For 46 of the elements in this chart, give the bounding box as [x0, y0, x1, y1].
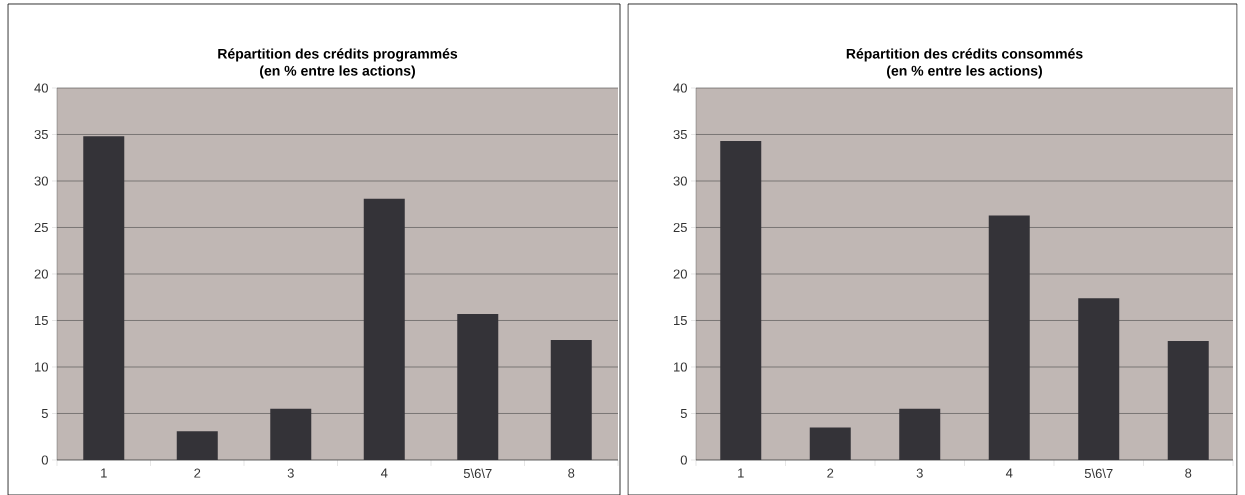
bar [809, 427, 851, 460]
y-tick-label: 20 [673, 269, 687, 279]
bar [457, 313, 499, 460]
y-tick-label: 0 [680, 455, 687, 465]
chart-title: Répartition des crédits programmés [218, 48, 458, 62]
chart-subtitle: (en % entre les actions) [887, 65, 1042, 79]
y-tick-label: 20 [34, 269, 48, 279]
chart-title: Répartition des crédits consommés [846, 48, 1083, 62]
x-tick-label: 3 [287, 468, 294, 478]
x-tick-label: 3 [916, 468, 923, 478]
x-tick-label: 8 [568, 468, 575, 478]
bar [550, 340, 592, 460]
y-tick-label: 25 [673, 222, 687, 233]
x-tick-label: 2 [194, 468, 201, 478]
y-tick-label: 10 [674, 362, 687, 372]
y-tick-label: 40 [673, 83, 687, 93]
bar [1078, 298, 1120, 460]
y-tick-label: 40 [34, 83, 48, 93]
y-tick-label: 5 [41, 408, 48, 419]
x-tick-label: 4 [1005, 468, 1013, 478]
y-tick-label: 10 [35, 362, 48, 372]
x-tick-label: 5\6\7 [1084, 468, 1113, 479]
x-tick-label: 2 [827, 468, 834, 478]
y-tick-label: 25 [34, 222, 48, 233]
y-tick-label: 35 [34, 129, 48, 140]
x-tick-label: 8 [1185, 468, 1192, 478]
y-tick-label: 15 [35, 315, 48, 326]
bar [1167, 340, 1209, 460]
y-tick-label: 15 [674, 315, 687, 326]
y-tick-label: 30 [34, 176, 48, 186]
bar [720, 141, 762, 460]
x-tick-label: 1 [738, 468, 744, 478]
y-tick-label: 5 [680, 408, 687, 419]
y-tick-label: 35 [673, 129, 687, 140]
bar [176, 431, 218, 460]
y-tick-label: 0 [41, 455, 48, 465]
x-tick-label: 1 [101, 468, 107, 478]
bar [270, 408, 312, 460]
bar [899, 408, 941, 460]
chart-subtitle: (en % entre les actions) [260, 65, 415, 79]
bar [363, 198, 405, 460]
x-tick-label: 4 [380, 468, 388, 478]
bar [988, 215, 1030, 460]
y-tick-label: 30 [673, 176, 687, 186]
x-tick-label: 5\6\7 [463, 468, 492, 479]
bar [83, 136, 125, 460]
